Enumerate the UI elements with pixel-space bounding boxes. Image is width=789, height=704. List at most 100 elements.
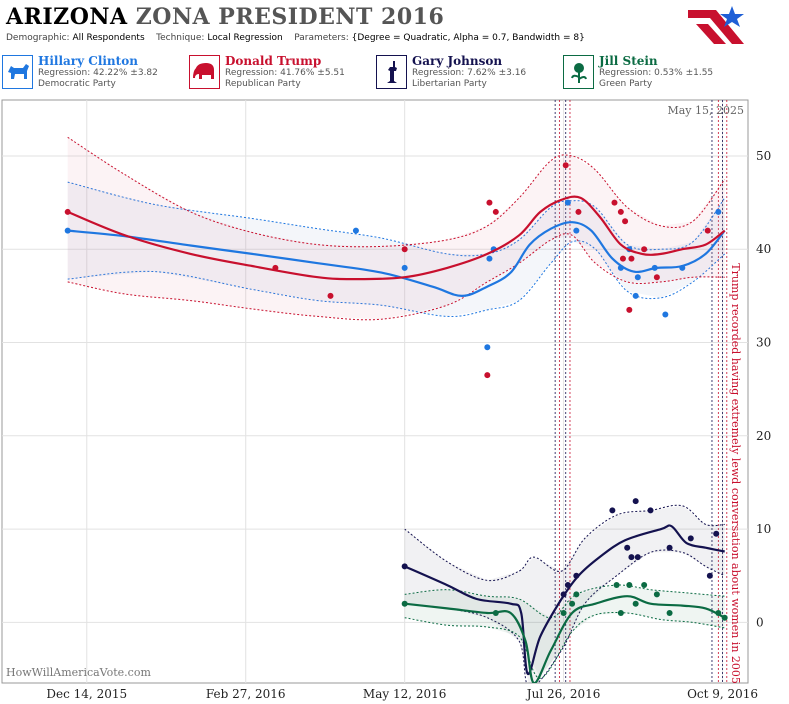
upper-bound-line <box>404 504 725 582</box>
candidate-name: Jill Stein <box>599 54 658 68</box>
technique-value: Local Regression <box>207 33 283 43</box>
poll-point <box>484 372 491 379</box>
poll-point <box>401 600 408 607</box>
poll-point <box>666 544 673 551</box>
candidate-party: Democratic Party <box>38 79 116 89</box>
header-meta: Demographic: All Respondents Technique: … <box>6 33 585 43</box>
elephant-icon <box>189 55 220 89</box>
poll-point <box>715 610 722 617</box>
poll-point <box>573 591 580 598</box>
poll-point <box>486 199 493 206</box>
poll-point <box>641 246 648 253</box>
upper-bound-line <box>67 136 726 248</box>
y-tick-label: 40 <box>756 242 771 256</box>
poll-point <box>653 274 660 281</box>
candidate-party: Republican Party <box>225 79 301 89</box>
poll-point <box>617 610 624 617</box>
poll-point <box>647 507 654 514</box>
poll-point <box>272 264 279 271</box>
poll-point <box>687 535 694 542</box>
poll-point <box>624 544 631 551</box>
candidate-regression: Regression: 7.62% ±3.16 <box>412 68 527 78</box>
x-tick-label: Jul 26, 2016 <box>525 687 601 701</box>
title-rest: ZONA PRESIDENT 2016 <box>135 4 445 30</box>
poll-point <box>679 264 686 271</box>
candidate-name: Gary Johnson <box>412 54 503 68</box>
poll-point <box>352 227 359 234</box>
x-tick-label: Feb 27, 2016 <box>206 687 286 701</box>
poll-point <box>632 292 639 299</box>
poll-point <box>706 572 713 579</box>
poll-point <box>617 208 624 215</box>
date-label: May 15, 2025 <box>667 104 744 117</box>
candidate-name: Hillary Clinton <box>38 54 138 68</box>
demographic-value: All Respondents <box>72 33 145 43</box>
watermark-text: HowWillAmericaVote.com <box>6 666 151 679</box>
page-title: ARIZONA ZONA PRESIDENT 2016 <box>6 4 444 30</box>
x-tick-label: May 12, 2016 <box>363 687 446 701</box>
poll-point <box>573 572 580 579</box>
trend-line <box>67 195 726 281</box>
upper-bound-line <box>404 584 725 619</box>
lower-bound-line <box>67 240 726 317</box>
trend-line <box>404 595 726 683</box>
demographic-label: Demographic: <box>6 33 70 43</box>
candidate-card-johnson: Gary Johnson Regression: 7.62% ±3.16 Lib… <box>374 53 564 93</box>
poll-point <box>622 218 629 225</box>
y-tick-label: 0 <box>756 615 764 629</box>
rose-icon <box>563 55 594 89</box>
poll-point <box>653 591 660 598</box>
candidate-regression: Regression: 0.53% ±1.55 <box>599 68 714 78</box>
confidence-band <box>67 182 725 317</box>
poll-point <box>401 264 408 271</box>
poll-point <box>327 292 334 299</box>
poll-point <box>492 208 499 215</box>
poll-point <box>632 498 639 505</box>
poll-point <box>713 530 720 537</box>
poll-point <box>628 554 635 561</box>
poll-point <box>662 311 669 318</box>
poll-point <box>651 264 658 271</box>
y-tick-label: 30 <box>756 336 771 350</box>
poll-point <box>401 246 408 253</box>
poll-point <box>632 600 639 607</box>
poll-chart: 0 10 20 30 40 50 Dec 14, 2015 Feb 27, 2016 May 1… <box>1 99 771 701</box>
poll-point <box>634 274 641 281</box>
candidate-party: Green Party <box>599 79 653 89</box>
parameters-label: Parameters: <box>294 33 349 43</box>
poll-point <box>560 591 567 598</box>
state-name: ARIZONA <box>6 4 128 30</box>
poll-point <box>492 610 499 617</box>
technique-label: Technique: <box>156 33 205 43</box>
poll-point <box>64 227 71 234</box>
plot-area <box>1 99 749 684</box>
poll-point <box>634 554 641 561</box>
poll-point <box>560 610 567 617</box>
candidate-name: Donald Trump <box>225 54 322 68</box>
poll-point <box>484 344 491 351</box>
series-group <box>64 100 728 683</box>
x-tick-label: Dec 14, 2015 <box>46 687 127 701</box>
poll-point <box>609 507 616 514</box>
parameters-value: {Degree = Quadratic, Alpha = 0.7, Bandwi… <box>351 33 585 43</box>
site-logo-icon <box>688 6 744 44</box>
confidence-band <box>404 585 725 679</box>
poll-point <box>613 582 620 589</box>
poll-point <box>626 306 633 313</box>
candidate-card-trump: Donald Trump Regression: 41.76% ±5.51 Re… <box>187 53 377 93</box>
poll-point <box>486 255 493 262</box>
poll-point <box>573 227 580 234</box>
poll-point <box>569 600 576 607</box>
poll-point <box>611 199 618 206</box>
candidate-regression: Regression: 41.76% ±5.51 <box>225 68 345 78</box>
poll-point <box>666 610 673 617</box>
poll-point <box>721 614 728 621</box>
x-tick-label: Oct 9, 2016 <box>687 687 758 701</box>
lower-bound-line <box>404 611 725 679</box>
y-tick-label: 50 <box>756 149 771 163</box>
poll-point <box>401 563 408 570</box>
poll-point <box>575 208 582 215</box>
poll-point <box>641 582 648 589</box>
poll-point <box>562 162 569 169</box>
